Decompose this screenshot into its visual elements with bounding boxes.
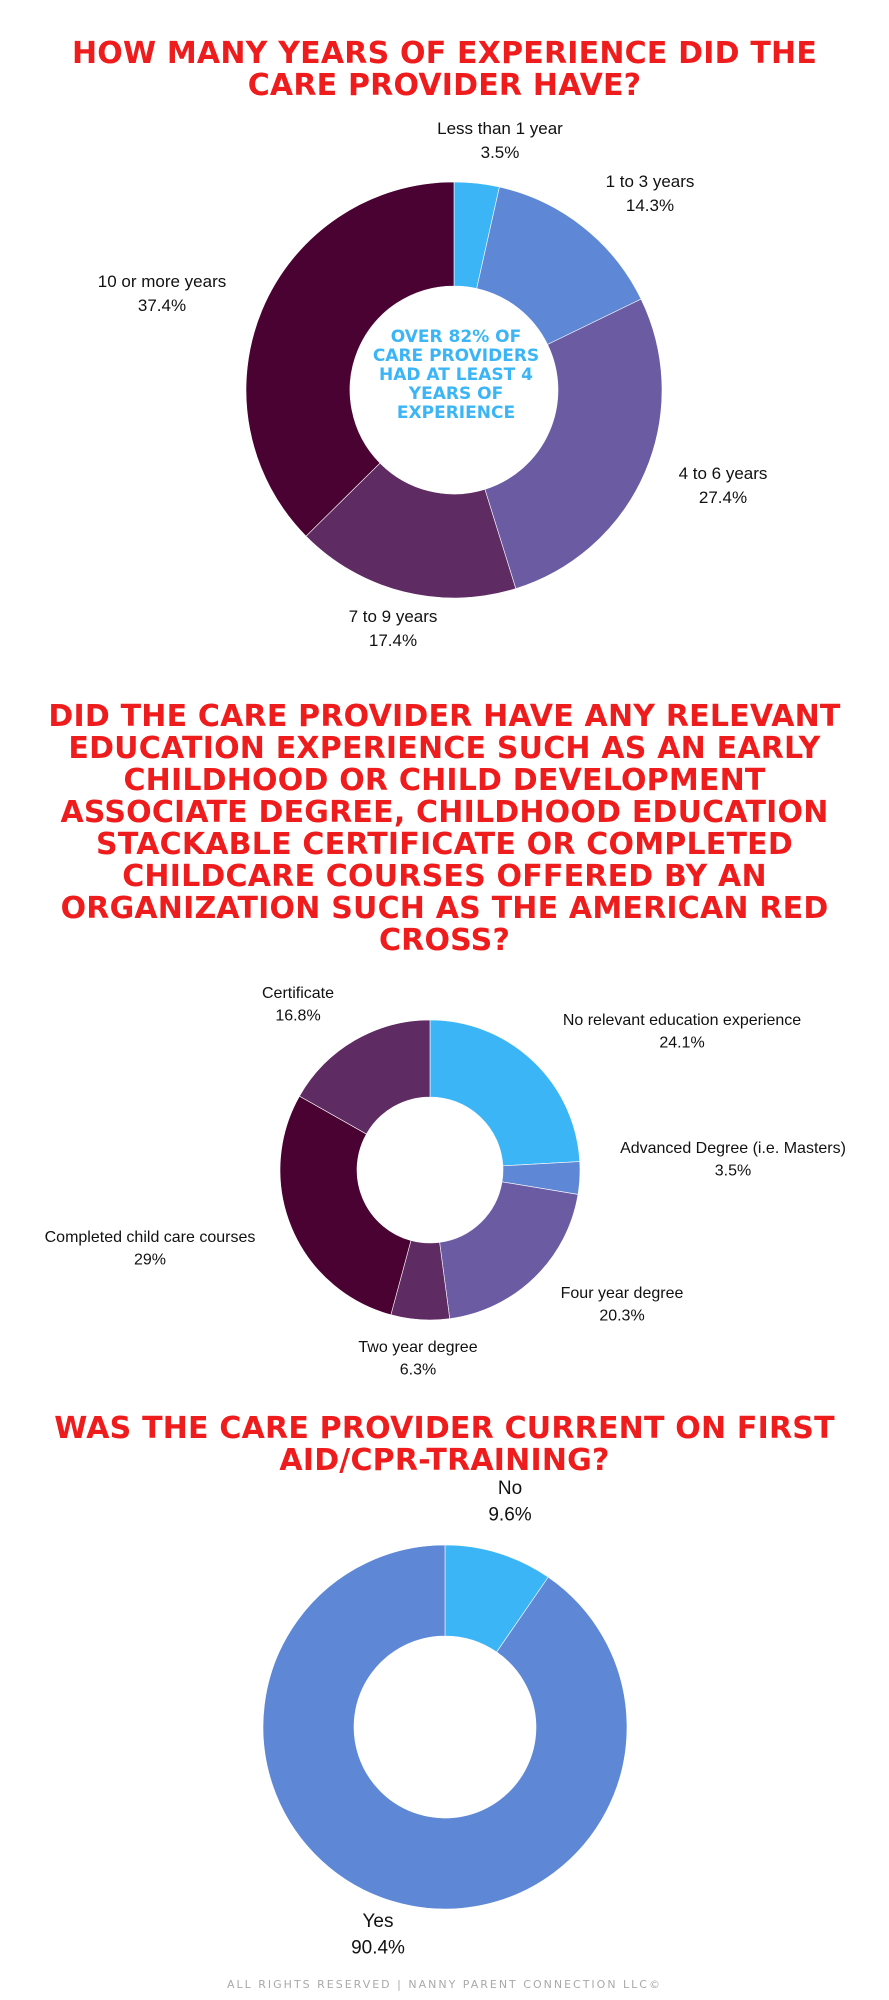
slice-value-experience-4-to-6-years: 27.4% — [699, 488, 747, 507]
slice-education-four-year-degree — [439, 1181, 579, 1320]
center-note: OVER 82% OF CARE PROVIDERS HAD AT LEAST … — [372, 327, 540, 423]
slice-value-first-aid-no: 9.6% — [488, 1505, 531, 1526]
slice-first-aid-yes — [262, 1544, 628, 1910]
slice-label-experience-less-than-1-year: Less than 1 year — [437, 120, 563, 138]
slice-education-no-relevant-education-experience — [429, 1019, 581, 1167]
donut-chart-first-aid: No 9.6% Yes 90.4% — [262, 1478, 628, 1959]
chart-title-experience: HOW MANY YEARS OF EXPERIENCE DID THE CAR… — [71, 36, 818, 103]
slice-experience-7-to-9-years — [305, 462, 517, 599]
slice-label-experience-4-to-6-years: 4 to 6 years — [679, 464, 768, 483]
slice-value-education-two-year-degree: 6.3% — [400, 1361, 436, 1378]
slice-value-education-advanced-degree-i-e-masters: 3.5% — [715, 1162, 751, 1179]
donut-chart-education: No relevant education experience 24.1% Adv… — [45, 985, 846, 1378]
slice-label-first-aid-yes: Yes — [363, 1911, 394, 1932]
slice-label-experience-7-to-9-years: 7 to 9 years — [349, 607, 438, 626]
slice-label-education-no-relevant-education-experience: No relevant education experience — [563, 1012, 801, 1029]
slice-experience-1-to-3-years — [476, 186, 642, 345]
slice-label-education-completed-child-care-courses: Completed child care courses — [45, 1229, 256, 1246]
slice-experience-4-to-6-years — [484, 298, 663, 589]
footer-copyright: ALL RIGHTS RESERVED | NANNY PARENT CONNE… — [226, 1978, 662, 1991]
slice-education-certificate — [299, 1019, 431, 1135]
slice-value-experience-1-to-3-years: 14.3% — [626, 196, 674, 215]
slice-value-education-completed-child-care-courses: 29% — [134, 1251, 166, 1268]
slice-value-experience-7-to-9-years: 17.4% — [369, 631, 417, 650]
slice-label-experience-10-or-more-years: 10 or more years — [98, 272, 227, 291]
slice-value-first-aid-yes: 90.4% — [351, 1938, 405, 1959]
chart-title-first-aid: WAS THE CARE PROVIDER CURRENT ON FIRST A… — [54, 1411, 835, 1478]
slice-label-experience-1-to-3-years: 1 to 3 years — [606, 172, 695, 191]
slice-label-education-two-year-degree: Two year degree — [358, 1339, 477, 1356]
slice-value-experience-10-or-more-years: 37.4% — [138, 296, 186, 315]
slice-label-education-advanced-degree-i-e-masters: Advanced Degree (i.e. Masters) — [620, 1140, 846, 1157]
slice-label-education-certificate: Certificate — [262, 985, 334, 1002]
donut-chart-experience: Less than 1 year 3.5% 1 to 3 years 14.3% 4 t… — [98, 120, 768, 650]
slice-education-completed-child-care-courses — [279, 1095, 412, 1316]
slice-experience-10-or-more-years — [245, 181, 455, 537]
slice-label-education-four-year-degree: Four year degree — [561, 1285, 684, 1302]
slice-value-education-certificate: 16.8% — [275, 1007, 320, 1024]
slice-label-first-aid-no: No — [498, 1478, 522, 1499]
slice-value-experience-less-than-1-year: 3.5% — [481, 143, 520, 162]
slice-value-education-no-relevant-education-experience: 24.1% — [659, 1034, 704, 1051]
chart-title-education: DID THE CARE PROVIDER HAVE ANY RELEVANT … — [48, 699, 841, 958]
slice-value-education-four-year-degree: 20.3% — [599, 1307, 644, 1324]
